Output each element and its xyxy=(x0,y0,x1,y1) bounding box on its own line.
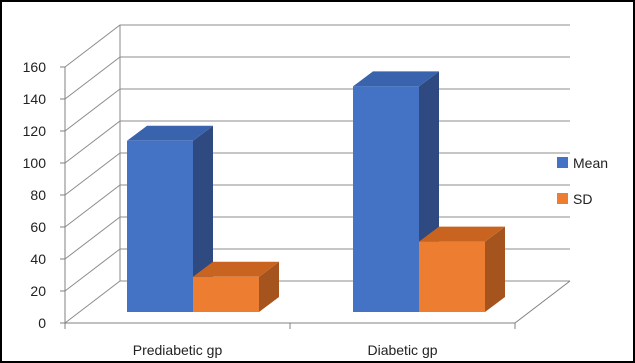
bar-front xyxy=(193,276,259,312)
floor-right-edge xyxy=(514,280,571,324)
bar-top xyxy=(353,71,439,87)
bar-front xyxy=(353,86,419,313)
bar-sd-0 xyxy=(193,261,279,312)
y-tick-label: 160 xyxy=(23,59,47,75)
bar-side xyxy=(485,226,505,312)
legend-swatch xyxy=(557,193,568,204)
y-tick-label: 100 xyxy=(23,155,47,171)
x-category-label: Diabetic gp xyxy=(367,342,437,358)
bar-mean-0 xyxy=(127,125,213,312)
bar-front xyxy=(127,140,193,312)
bar-side xyxy=(193,125,213,312)
bar-front xyxy=(419,241,485,312)
axis-layer xyxy=(60,66,571,329)
legend-label: SD xyxy=(573,191,592,207)
y-tick-label: 140 xyxy=(23,91,47,107)
bar-top xyxy=(127,125,213,141)
x-category-label: Prediabetic gp xyxy=(133,342,223,358)
y-tick-label: 40 xyxy=(30,251,46,267)
y-tick-label: 60 xyxy=(30,219,46,235)
label-layer: 0 20 40 60 80 100 120 140 160 Prediabetic gp Diabe… xyxy=(23,59,438,358)
bar-top xyxy=(419,226,505,242)
legend-label: Mean xyxy=(573,155,608,171)
bar-side xyxy=(259,261,279,312)
gridline xyxy=(64,24,570,68)
legend-entry-mean: Mean xyxy=(557,155,608,171)
y-tick-label: 0 xyxy=(38,315,46,331)
legend: Mean SD xyxy=(557,155,608,207)
bar-sd-1 xyxy=(419,226,505,312)
y-tick-label: 120 xyxy=(23,123,47,139)
bar-top xyxy=(193,261,279,277)
y-tick-label: 80 xyxy=(30,187,46,203)
grid-layer xyxy=(64,24,570,324)
y-tick-label: 20 xyxy=(30,283,46,299)
legend-swatch xyxy=(557,157,568,168)
legend-entry-sd: SD xyxy=(557,191,592,207)
gridline xyxy=(64,56,570,100)
bar-layer xyxy=(127,71,505,313)
